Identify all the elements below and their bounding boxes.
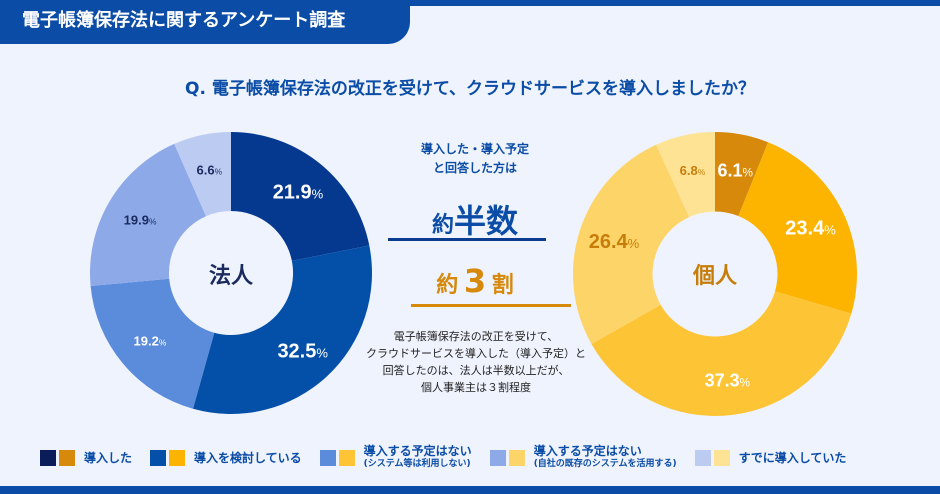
pie-slice — [90, 278, 215, 409]
individual-highlight-suffix: 割 — [491, 273, 514, 298]
bottom-band — [0, 486, 940, 494]
individual-underline — [411, 304, 571, 307]
legend-swatch-corporate — [694, 450, 711, 466]
note-line4: 個人事業主は３割程度 — [421, 381, 531, 394]
legend-swatch-corporate — [319, 450, 336, 466]
top-band — [0, 0, 940, 6]
middle-lead: 導入した・導入予定 と回答した方は — [380, 140, 570, 178]
legend-swatch-corporate — [150, 450, 167, 466]
middle-note: 電子帳簿保存法の改正を受けて、 クラウドサービスを導入した（導入予定）と 回答し… — [366, 328, 586, 396]
individual-highlight-prefix: 約 — [436, 273, 459, 298]
legend-swatch-individual — [713, 450, 730, 466]
legend-swatch-corporate — [489, 450, 506, 466]
pie-slice-label: 26.4% — [589, 231, 640, 253]
middle-lead-line1: 導入した・導入予定 — [420, 142, 529, 156]
corporate-underline — [388, 238, 546, 241]
pie-slice-label: 6.1% — [718, 161, 753, 181]
legend-item: すでに導入していた — [694, 450, 847, 466]
pie-center-label-individual: 個人 — [692, 264, 737, 289]
pie-slice — [715, 132, 769, 217]
pie-slice-label: 21.9% — [273, 181, 324, 203]
legend-sublabel: (自社の既存のシステムを活用する) — [533, 459, 677, 469]
pie-slice — [573, 144, 690, 344]
pie-chart-individual: 6.1% 23.4% 37.3% 26.4% 6.8% — [573, 132, 857, 416]
note-line2: クラウドサービスを導入した（導入予定）と — [366, 347, 586, 360]
pie-slice — [174, 132, 231, 217]
pie-slice-label: 19.2% — [134, 334, 167, 349]
legend-label: 導入する予定はない — [533, 444, 642, 458]
legend-label: 導入を検討している — [194, 450, 302, 465]
legend-label: 導入する予定はない — [363, 444, 472, 458]
pie-slice-label: 19.9% — [124, 212, 157, 227]
pie-center-label-corporate: 法人 — [208, 264, 253, 289]
pie-slice — [192, 245, 372, 414]
legend-label: すでに導入していた — [738, 450, 847, 465]
note-line3: 回答したのは、法人は半数以上だが、 — [382, 364, 570, 377]
question-text: Q. 電子帳簿保存法の改正を受けて、クラウドサービスを導入しましたか？ — [185, 79, 755, 99]
pie-slice — [231, 132, 370, 261]
individual-highlight-value: 3 — [463, 262, 487, 300]
legend-item: 導入を検討している — [150, 450, 302, 466]
pie-slice-label: 6.8% — [680, 163, 706, 178]
pie-slice — [738, 142, 857, 314]
legend-sublabel: (システム等は利用しない) — [363, 459, 471, 469]
legend-swatch-individual — [338, 450, 355, 466]
pie-slice-label: 32.5% — [277, 340, 328, 362]
legend-swatch-corporate — [40, 450, 56, 466]
pie-chart-corporate: 21.9% 32.5% 19.2% 19.9% 6.6% — [90, 132, 372, 414]
pie-slice — [90, 143, 207, 287]
individual-highlight: 約 3 割 — [380, 262, 570, 300]
legend-swatch-individual — [508, 450, 525, 466]
legend-label: 導入した — [84, 450, 133, 465]
page-title: 電子帳簿保存法に関するアンケート調査 — [0, 0, 410, 44]
legend-item: 導入する予定はない (自社の既存のシステムを活用する) — [489, 444, 677, 471]
legend: 導入した 導入を検討している 導入する予定はない (システム等は利用しない) 導入… — [40, 445, 854, 471]
corporate-highlight-prefix: 約 — [431, 213, 454, 238]
legend-swatch-individual — [169, 450, 186, 466]
middle-lead-line2: と回答した方は — [432, 161, 517, 175]
legend-item: 導入した — [40, 450, 132, 466]
pie-slice — [656, 132, 715, 218]
pie-slice — [591, 291, 852, 416]
legend-swatch-individual — [59, 450, 75, 466]
pie-slice-label: 37.3% — [705, 371, 750, 391]
corporate-highlight-value: 半数 — [454, 202, 519, 240]
pie-slice-label: 6.6% — [197, 163, 223, 178]
legend-item: 導入する予定はない (システム等は利用しない) — [319, 444, 472, 471]
corporate-highlight: 約半数 — [380, 196, 570, 242]
note-line1: 電子帳簿保存法の改正を受けて、 — [393, 330, 559, 343]
pie-slice-label: 23.4% — [785, 218, 836, 240]
